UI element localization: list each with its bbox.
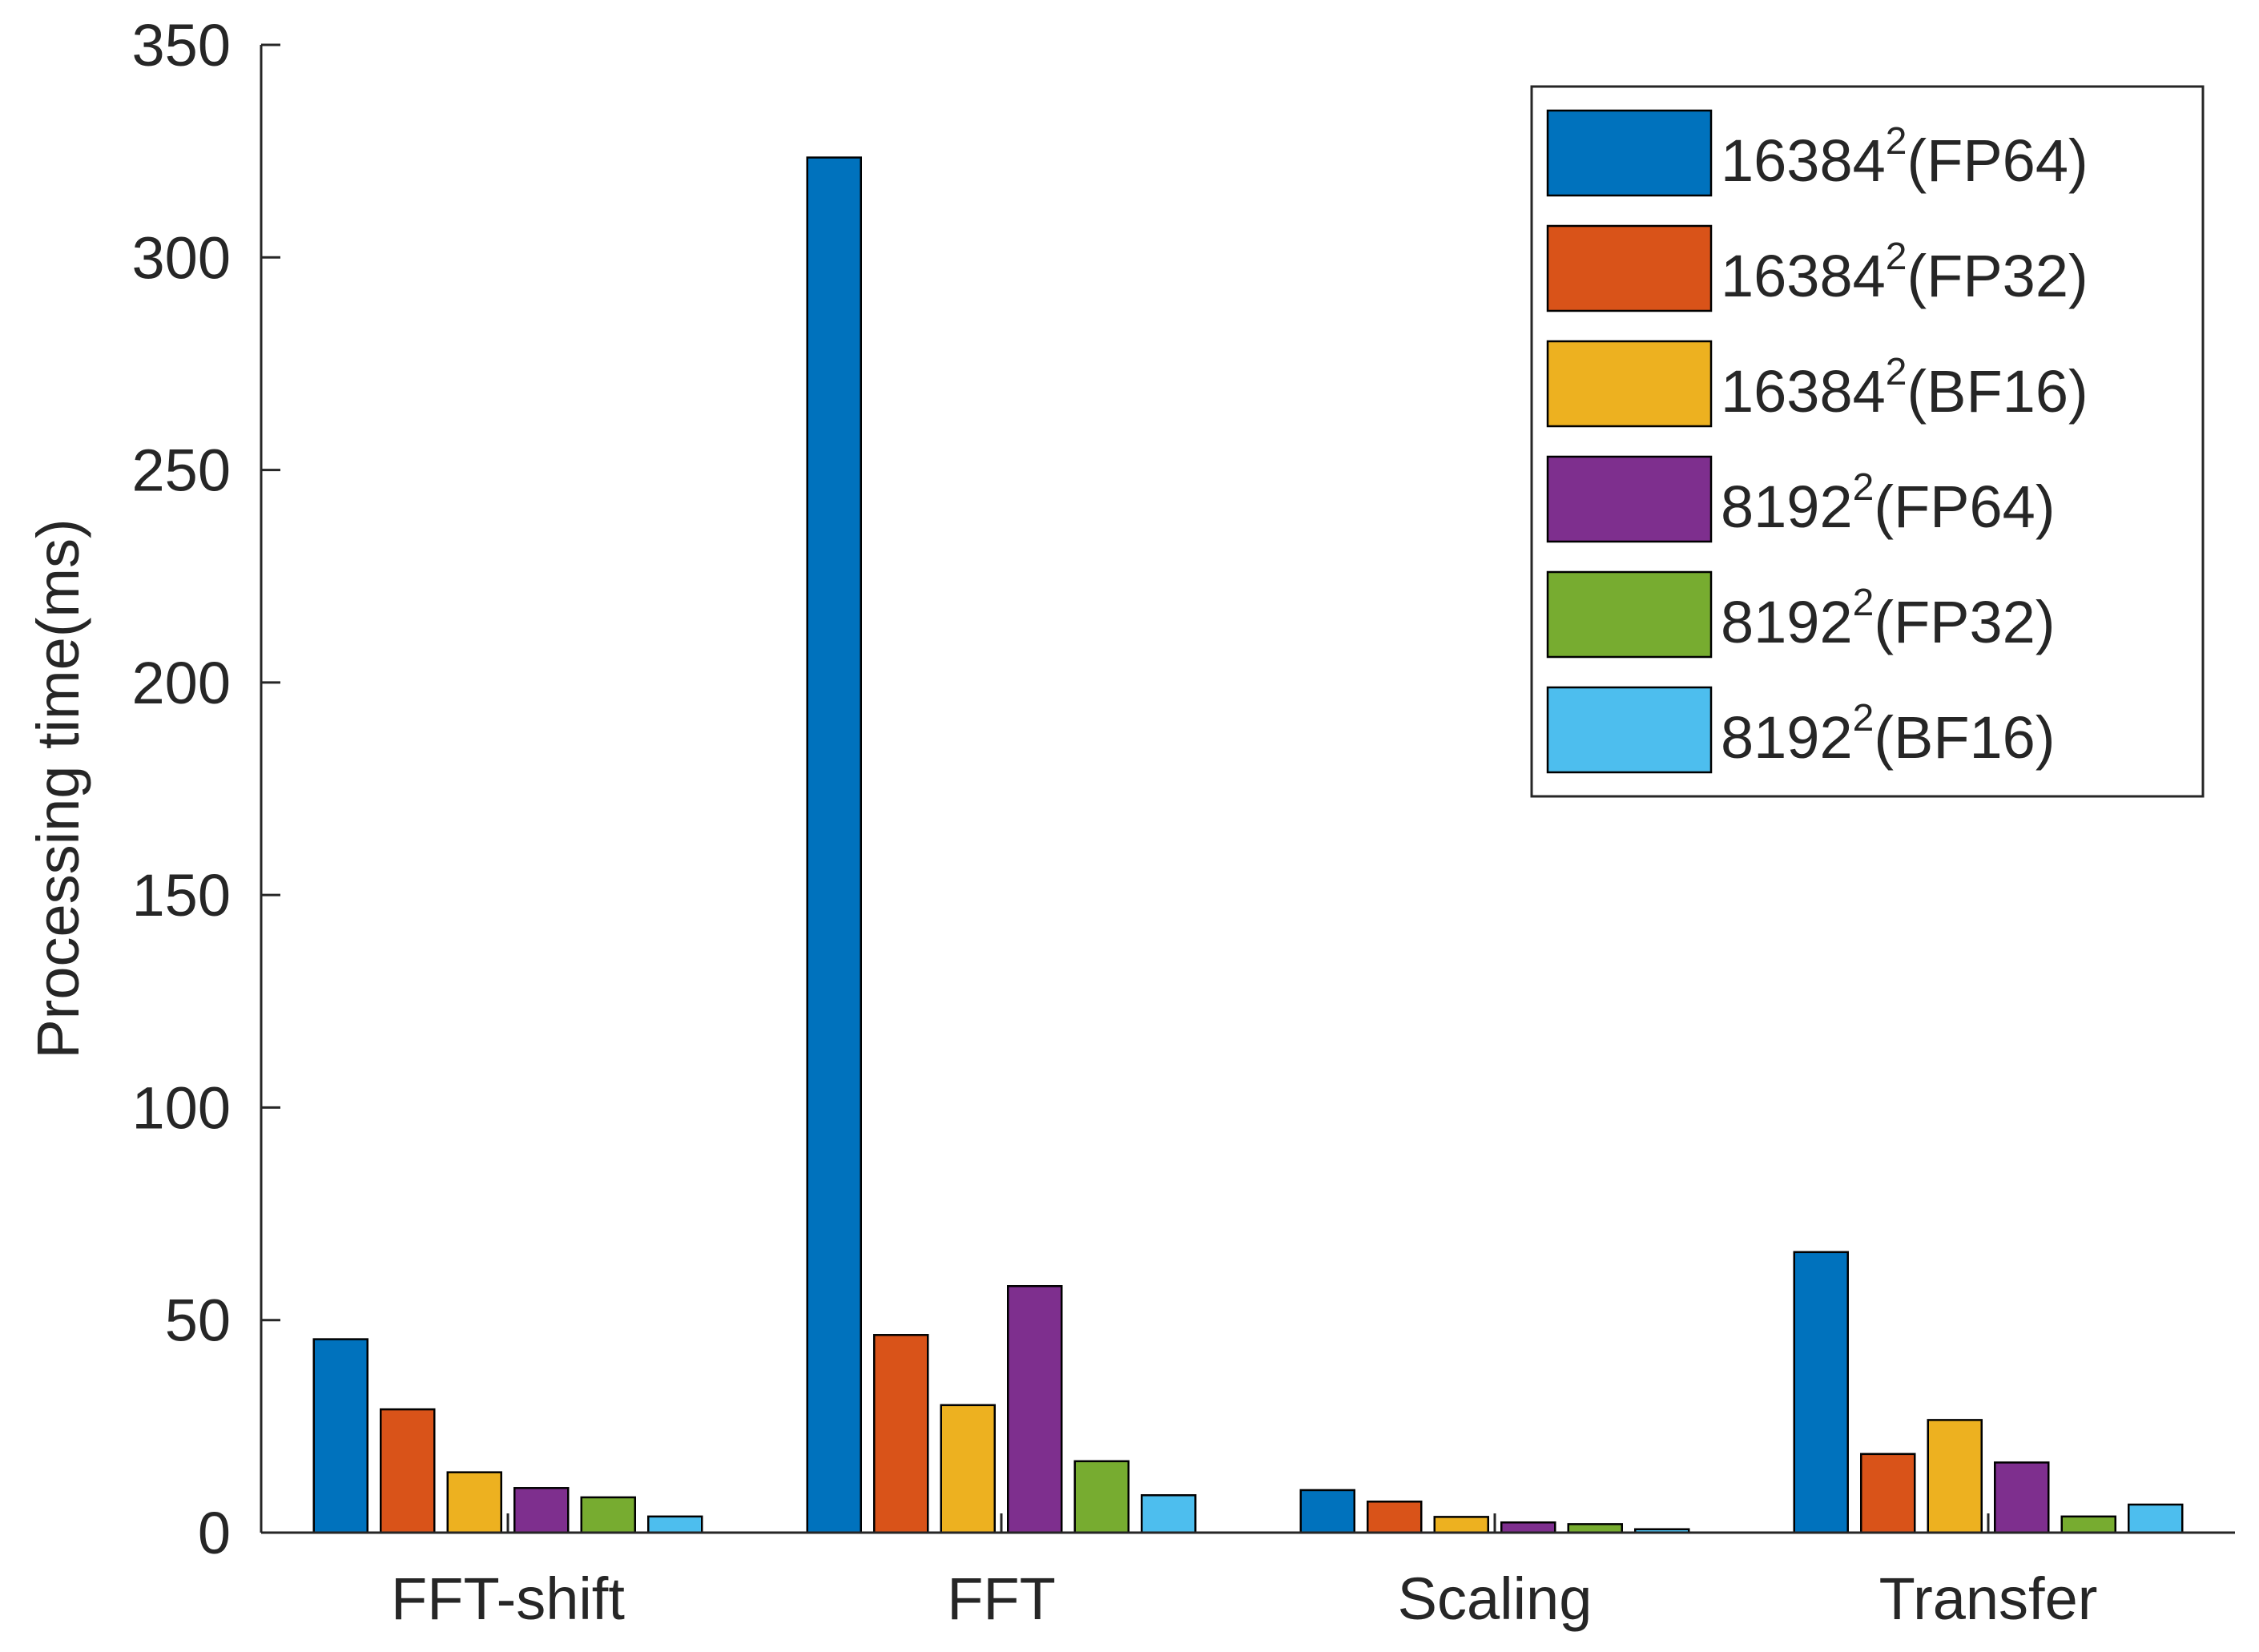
bar-fft-series-5	[1073, 1460, 1130, 1534]
legend-label: 163842(FP64)	[1721, 120, 2088, 194]
legend: 163842(FP64) 163842(FP32) 163842(BF16) 8192…	[1530, 85, 2205, 798]
bar-scaling-series-1	[1299, 1489, 1355, 1534]
bar-fft-series-2	[873, 1334, 929, 1534]
bar-fft-series-3	[940, 1404, 996, 1534]
y-tick-label: 50	[165, 1287, 231, 1354]
bar-scaling-series-2	[1367, 1501, 1423, 1534]
legend-label: 81922(BF16)	[1721, 697, 2055, 771]
legend-swatch	[1546, 570, 1713, 659]
bar-transfer-series-3	[1927, 1419, 1983, 1534]
bar-scaling-series-4	[1500, 1521, 1556, 1534]
bar-fft-series-6	[1141, 1494, 1197, 1534]
x-tick-label: Transfer	[1879, 1565, 2098, 1632]
bar-transfer-series-6	[2128, 1503, 2184, 1534]
legend-swatch	[1546, 686, 1713, 774]
bar-fft-shift-series-2	[380, 1408, 436, 1534]
bar-fft-shift-series-5	[580, 1496, 636, 1534]
y-tick-label: 350	[132, 12, 231, 79]
bar-fft-shift-series-6	[647, 1515, 703, 1534]
bar-fft-shift-series-3	[446, 1471, 502, 1534]
bars-layer	[312, 156, 2184, 1534]
x-tick-label: Scaling	[1398, 1565, 1593, 1632]
legend-box	[1530, 85, 2205, 798]
bar-transfer-series-4	[1994, 1461, 2050, 1534]
bar-fft-shift-series-1	[312, 1338, 368, 1534]
y-tick-label: 250	[132, 437, 231, 504]
y-tick-label: 100	[132, 1074, 231, 1141]
x-tick-label: FFT	[947, 1565, 1056, 1632]
bar-transfer-series-1	[1793, 1251, 1849, 1534]
legend-swatch	[1546, 455, 1713, 543]
bar-scaling-series-5	[1567, 1523, 1623, 1534]
bar-fft-series-1	[806, 156, 862, 1534]
bar-transfer-series-5	[2060, 1515, 2116, 1534]
legend-label: 163842(BF16)	[1721, 351, 2088, 425]
y-tick-label: 0	[198, 1500, 231, 1566]
y-axis-title: Processing time(ms)	[25, 518, 91, 1058]
x-tick-label: FFT-shift	[391, 1565, 625, 1632]
legend-swatch	[1546, 340, 1713, 428]
bar-transfer-series-2	[1860, 1453, 1916, 1534]
bar-scaling-series-3	[1433, 1516, 1489, 1534]
legend-label: 81922(FP64)	[1721, 466, 2055, 540]
bar-fft-shift-series-4	[513, 1487, 570, 1534]
legend-label: 81922(FP32)	[1721, 582, 2055, 655]
legend-label: 163842(FP32)	[1721, 236, 2088, 309]
y-tick-label: 300	[132, 224, 231, 291]
axes: 0 50 100 150 200 250 300 350 FFT-shift FFT Scaling…	[132, 12, 2235, 1632]
y-tick-label: 200	[132, 650, 231, 716]
legend-swatch	[1546, 224, 1713, 312]
legend-swatch	[1546, 109, 1713, 197]
bar-fft-series-4	[1007, 1285, 1063, 1534]
y-tick-label: 150	[132, 862, 231, 929]
